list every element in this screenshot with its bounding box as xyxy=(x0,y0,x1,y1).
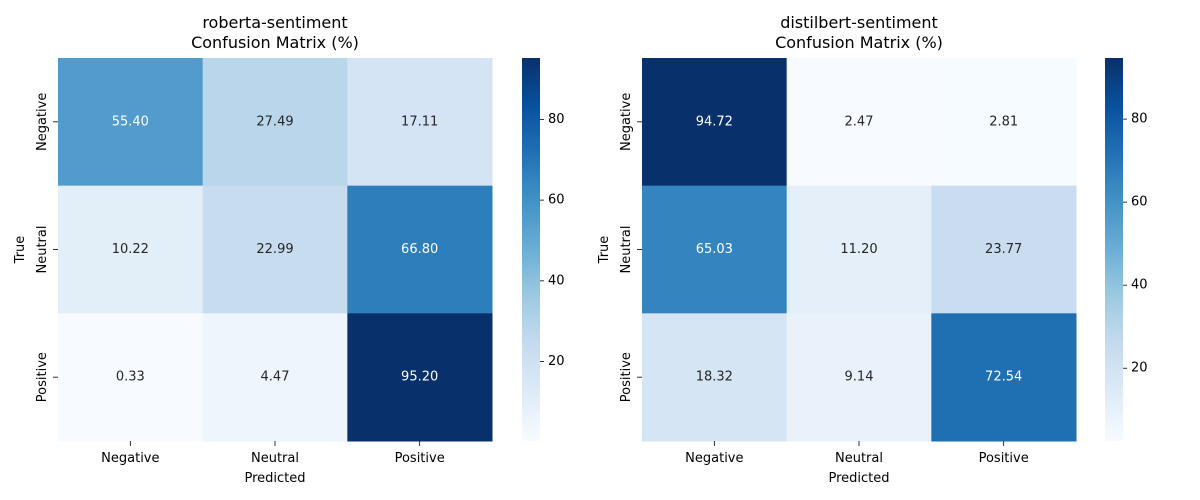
colorbar: 20 40 60 80 xyxy=(522,58,565,441)
colorbar-gradient xyxy=(522,58,540,441)
heatmap-cell xyxy=(202,185,348,314)
x-tick-label: Neutral xyxy=(251,451,299,466)
chart-subtitle: Confusion Matrix (%) xyxy=(775,33,943,52)
cell-value-label: 4.47 xyxy=(261,370,290,385)
cell-value-label: 9.14 xyxy=(845,370,874,385)
heatmap-cell xyxy=(642,313,788,442)
heatmap-1: 55.40 27.49 17.11 10.22 22.99 66.80 0.33 4.47 95… xyxy=(13,13,565,486)
cell-value-label: 22.99 xyxy=(256,242,293,257)
heatmap-cell xyxy=(642,185,788,314)
y-tick-label: Negative xyxy=(35,93,50,151)
y-tick-label: Neutral xyxy=(619,226,634,274)
cell-value-label: 27.49 xyxy=(256,114,293,129)
colorbar-tick-label: 80 xyxy=(548,112,565,127)
heatmap-2: 94.72 2.47 2.81 65.03 11.20 23.77 18.32 9.14 72.… xyxy=(597,13,1148,486)
x-tick-label: Negative xyxy=(101,451,159,466)
chart-title: distilbert-sentiment xyxy=(780,13,938,32)
x-tick-label: Negative xyxy=(685,451,743,466)
heatmap-cell xyxy=(786,58,932,187)
chart-subtitle: Confusion Matrix (%) xyxy=(191,33,359,52)
heatmap-cell xyxy=(347,185,493,314)
y-tick-label: Neutral xyxy=(35,226,50,274)
colorbar-gradient xyxy=(1105,58,1123,441)
heatmap-cell xyxy=(786,185,932,314)
cell-value-label: 23.77 xyxy=(985,242,1022,257)
heatmap-cell xyxy=(202,58,348,187)
cell-value-label: 17.11 xyxy=(401,114,438,129)
cell-value-label: 72.54 xyxy=(985,370,1022,385)
heatmap-cell xyxy=(58,58,204,187)
cell-value-label: 55.40 xyxy=(112,114,149,129)
heatmap-cell xyxy=(786,313,932,442)
heatmap-cell xyxy=(931,185,1077,314)
colorbar-tick-label: 80 xyxy=(1131,112,1148,127)
colorbar-tick-label: 20 xyxy=(548,354,565,369)
colorbar: 20 40 60 80 xyxy=(1105,58,1148,441)
colorbar-tick-label: 60 xyxy=(1131,195,1148,210)
heatmap-cell xyxy=(642,58,788,187)
x-tick-label: Positive xyxy=(395,451,445,466)
colorbar-tick-label: 40 xyxy=(1131,278,1148,293)
cell-value-label: 0.33 xyxy=(116,370,145,385)
y-tick-label: Positive xyxy=(619,352,634,402)
y-tick-label: Negative xyxy=(619,93,634,151)
cell-value-label: 66.80 xyxy=(401,242,438,257)
cell-value-label: 65.03 xyxy=(696,242,733,257)
heatmap-cell xyxy=(347,313,493,442)
y-axis-label: True xyxy=(13,236,28,265)
heatmap-cell xyxy=(202,313,348,442)
cell-value-label: 18.32 xyxy=(696,370,733,385)
colorbar-tick-label: 40 xyxy=(548,273,565,288)
cell-value-label: 2.81 xyxy=(989,114,1018,129)
heatmap-cell xyxy=(58,185,204,314)
heatmap-cell xyxy=(347,58,493,187)
heatmap-cell xyxy=(58,313,204,442)
heatmap-cell xyxy=(931,58,1077,187)
cell-value-label: 94.72 xyxy=(696,114,733,129)
x-tick-label: Positive xyxy=(979,451,1029,466)
y-tick-label: Positive xyxy=(35,352,50,402)
y-axis-label: True xyxy=(597,236,612,265)
x-axis-label: Predicted xyxy=(244,471,305,486)
cell-value-label: 2.47 xyxy=(845,114,874,129)
x-tick-label: Neutral xyxy=(835,451,883,466)
heatmap-cell xyxy=(931,313,1077,442)
cell-value-label: 11.20 xyxy=(840,242,877,257)
cell-value-label: 10.22 xyxy=(112,242,149,257)
chart-title: roberta-sentiment xyxy=(202,13,347,32)
x-axis-label: Predicted xyxy=(828,471,889,486)
cell-value-label: 95.20 xyxy=(401,370,438,385)
colorbar-tick-label: 60 xyxy=(548,193,565,208)
colorbar-tick-label: 20 xyxy=(1131,361,1148,376)
